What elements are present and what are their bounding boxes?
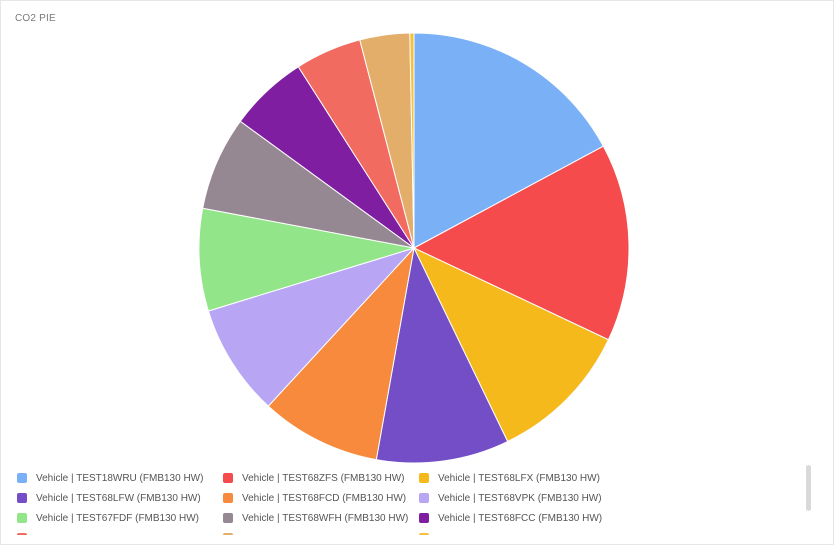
legend-item[interactable]: Vehicle | TEST68LFW (FMB130 HW)	[17, 489, 201, 507]
legend-label: Vehicle | TEST67FDF (FMB130 HW)	[36, 512, 200, 524]
legend-item[interactable]: Vehicle | TEST18WRU (FMB130 HW)	[17, 469, 203, 487]
legend-item[interactable]	[419, 529, 438, 535]
pie-slice-12[interactable]	[409, 32, 415, 249]
legend-label: Vehicle | TEST68FCD (FMB130 HW)	[242, 492, 407, 504]
legend-label: Vehicle | TEST18WRU (FMB130 HW)	[36, 472, 204, 484]
legend: Vehicle | TEST18WRU (FMB130 HW) Vehicle |…	[17, 469, 797, 535]
pie-slice-2[interactable]	[412, 145, 630, 341]
legend-swatch	[223, 533, 233, 535]
panel-title: CO2 PIE	[15, 13, 56, 24]
legend-swatch	[17, 513, 27, 523]
legend-swatch	[223, 473, 233, 483]
pie-slice-3[interactable]	[412, 246, 610, 443]
legend-swatch	[419, 473, 429, 483]
legend-item[interactable]: Vehicle | TEST68FCC (FMB130 HW)	[419, 509, 602, 527]
pie-slice-5[interactable]	[267, 246, 415, 461]
legend-label: Vehicle | TEST68WFH (FMB130 HW)	[242, 512, 409, 524]
pie-slice-1[interactable]	[413, 32, 605, 249]
pie-slice-6[interactable]	[207, 246, 416, 407]
legend-item[interactable]: Vehicle | TEST68VPK (FMB130 HW)	[419, 489, 602, 507]
legend-label: Vehicle | TEST68LFX (FMB130 HW)	[438, 472, 600, 484]
pie-slices	[198, 32, 630, 464]
legend-swatch	[419, 513, 429, 523]
legend-swatch	[17, 473, 27, 483]
legend-item[interactable]: Vehicle | TEST68FCD (FMB130 HW)	[223, 489, 406, 507]
pie-slice-7[interactable]	[198, 207, 415, 312]
legend-swatch	[419, 533, 429, 535]
legend-item[interactable]: Vehicle | TEST68WFH (FMB130 HW)	[223, 509, 408, 527]
legend-scrollbar[interactable]	[805, 463, 813, 523]
legend-item[interactable]: Vehicle | TEST68LFX (FMB130 HW)	[419, 469, 600, 487]
legend-label: Vehicle | TEST68LFW (FMB130 HW)	[36, 492, 201, 504]
legend-item[interactable]	[223, 529, 242, 535]
pie-slice-4[interactable]	[375, 246, 509, 464]
legend-item[interactable]: Vehicle | TEST68ZFS (FMB130 HW)	[223, 469, 404, 487]
legend-item[interactable]	[17, 529, 36, 535]
legend-label: Vehicle | TEST68FCC (FMB130 HW)	[438, 512, 603, 524]
legend-swatch	[223, 513, 233, 523]
legend-swatch	[17, 493, 27, 503]
legend-swatch	[223, 493, 233, 503]
legend-swatch	[419, 493, 429, 503]
legend-label: Vehicle | TEST68ZFS (FMB130 HW)	[242, 472, 405, 484]
legend-swatch	[17, 533, 27, 535]
legend-scrollbar-thumb[interactable]	[806, 465, 811, 511]
legend-item[interactable]: Vehicle | TEST67FDF (FMB130 HW)	[17, 509, 199, 527]
legend-label: Vehicle | TEST68VPK (FMB130 HW)	[438, 492, 602, 504]
